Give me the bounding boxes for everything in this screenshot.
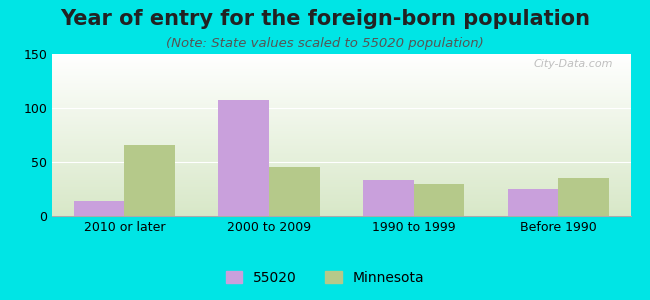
- Bar: [218, 100, 269, 216]
- Bar: [363, 180, 413, 216]
- Text: Year of entry for the foreign-born population: Year of entry for the foreign-born popul…: [60, 9, 590, 29]
- Text: City-Data.com: City-Data.com: [534, 59, 613, 69]
- Legend: 55020, Minnesota: 55020, Minnesota: [220, 265, 430, 290]
- Bar: [73, 201, 124, 216]
- Bar: [413, 184, 464, 216]
- Text: (Note: State values scaled to 55020 population): (Note: State values scaled to 55020 popu…: [166, 38, 484, 50]
- Bar: [558, 178, 609, 216]
- Bar: [508, 189, 558, 216]
- Bar: [269, 167, 320, 216]
- Bar: [124, 145, 175, 216]
